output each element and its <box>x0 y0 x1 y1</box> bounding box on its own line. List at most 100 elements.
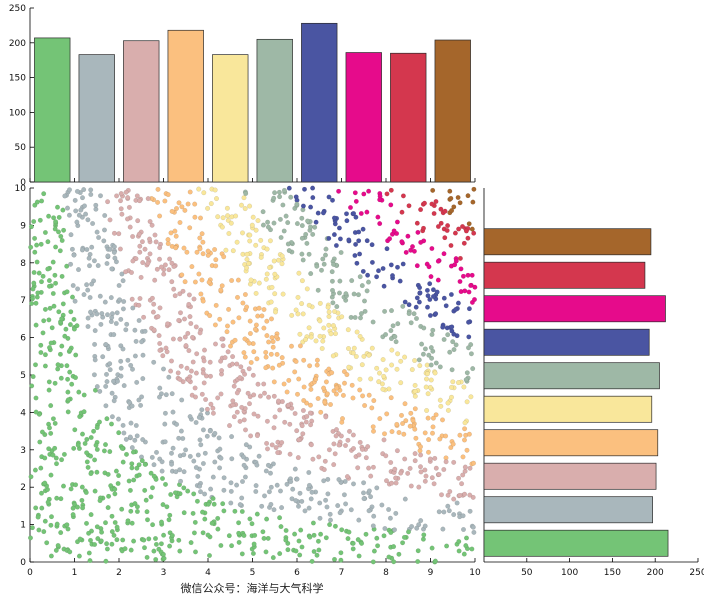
top-hist-bar-6 <box>256 38 293 183</box>
scatter-point <box>104 541 110 547</box>
scatter-point <box>47 425 53 431</box>
scatter-point <box>105 253 111 259</box>
scatter-point <box>155 199 161 205</box>
scatter-point <box>159 476 165 482</box>
scatter-point <box>418 207 424 213</box>
scatter-point <box>301 357 307 363</box>
scatter-point <box>103 371 109 377</box>
scatter-point <box>226 230 232 236</box>
scatter-point <box>369 259 375 265</box>
scatter-point <box>337 278 343 284</box>
scatter-point <box>89 281 95 287</box>
scatter-point <box>212 187 218 193</box>
scatter-point <box>101 238 107 244</box>
scatter-point <box>177 467 183 473</box>
scatter-point <box>85 315 91 321</box>
scatter-point <box>189 264 195 270</box>
scatter-point <box>455 300 461 306</box>
scatter-point <box>449 324 455 330</box>
scatter-point <box>79 497 85 503</box>
scatter-point <box>109 390 115 396</box>
scatter-point <box>225 213 231 219</box>
scatter-point <box>435 277 441 283</box>
scatter-point <box>87 537 93 543</box>
scatter-point <box>344 211 350 217</box>
right-hist-bar-2 <box>483 496 653 524</box>
scatter-ytick-label: 6 <box>20 334 26 344</box>
scatter-point <box>421 532 427 538</box>
scatter-point <box>318 409 324 415</box>
scatter-point <box>437 364 443 370</box>
scatter-point <box>319 346 325 352</box>
scatter-point <box>137 198 143 204</box>
scatter-point <box>351 481 357 487</box>
scatter-point <box>182 207 188 213</box>
scatter-point <box>254 356 260 362</box>
scatter-point <box>86 255 92 261</box>
scatter-point <box>127 434 133 440</box>
scatter-point <box>163 392 169 398</box>
scatter-point <box>453 307 459 313</box>
scatter-point <box>272 414 278 420</box>
scatter-point <box>117 246 123 252</box>
scatter-point <box>88 512 94 518</box>
scatter-point <box>207 359 213 365</box>
scatter-point <box>470 366 476 372</box>
scatter-xtick-label: 1 <box>72 568 78 578</box>
scatter-point <box>466 306 472 312</box>
scatter-point <box>360 226 366 232</box>
scatter-point <box>438 403 444 409</box>
scatter-point <box>118 365 124 371</box>
scatter-point <box>49 514 55 520</box>
scatter-point <box>283 213 289 219</box>
scatter-point <box>109 414 115 420</box>
scatter-point <box>376 268 382 274</box>
scatter-point <box>59 237 65 243</box>
scatter-point <box>181 510 187 516</box>
scatter-point <box>239 230 245 236</box>
scatter-point <box>46 379 52 385</box>
scatter-point <box>336 442 342 448</box>
scatter-point <box>340 392 346 398</box>
scatter-point <box>84 282 90 288</box>
scatter-point <box>239 551 245 557</box>
scatter-point <box>141 314 147 320</box>
scatter-point <box>402 401 408 407</box>
scatter-point <box>466 221 472 227</box>
scatter-point <box>215 526 221 532</box>
scatter-point <box>429 332 435 338</box>
scatter-point <box>192 279 198 285</box>
scatter-point <box>173 233 179 239</box>
scatter-point <box>88 435 94 441</box>
scatter-point <box>456 226 462 232</box>
scatter-point <box>324 391 330 397</box>
scatter-point <box>33 505 39 511</box>
scatter-point <box>368 376 374 382</box>
scatter-point <box>123 436 129 442</box>
scatter-point <box>395 351 401 357</box>
scatter-point <box>331 261 337 267</box>
scatter-point <box>76 212 82 218</box>
scatter-point <box>350 350 356 356</box>
scatter-point <box>76 553 82 559</box>
scatter-point <box>244 304 250 310</box>
scatter-point <box>331 441 337 447</box>
scatter-point <box>59 273 65 279</box>
scatter-point <box>254 511 260 517</box>
scatter-point <box>109 513 115 519</box>
scatter-point <box>323 379 329 385</box>
scatter-point <box>67 549 73 555</box>
scatter-point <box>394 421 400 427</box>
scatter-point <box>384 246 390 252</box>
scatter-point <box>343 501 349 507</box>
scatter-point <box>48 472 54 478</box>
scatter-point <box>279 355 285 361</box>
scatter-point <box>332 451 338 457</box>
scatter-point <box>343 291 349 297</box>
scatter-point <box>359 540 365 546</box>
scatter-point <box>180 379 186 385</box>
scatter-point <box>286 377 292 383</box>
scatter-point <box>205 532 211 538</box>
scatter-point <box>54 495 60 501</box>
scatter-point <box>186 301 192 307</box>
